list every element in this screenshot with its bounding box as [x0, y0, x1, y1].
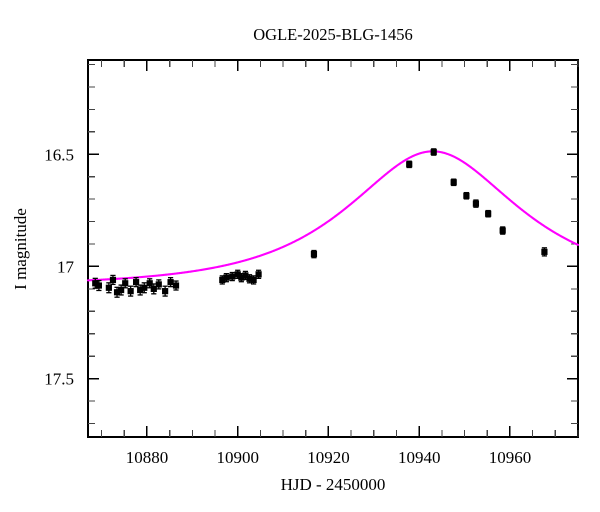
data-point — [162, 285, 169, 297]
data-point — [499, 226, 506, 235]
y-axis-tick-labels: 16.5 17 17.5 — [44, 145, 74, 388]
data-point — [109, 274, 117, 286]
x-tick-label: 10960 — [489, 448, 532, 467]
plot-title: OGLE-2025-BLG-1456 — [253, 25, 412, 44]
data-point — [229, 271, 236, 282]
data-point — [450, 178, 457, 187]
x-axis-ticks — [101, 60, 579, 437]
x-tick-label: 10880 — [126, 448, 169, 467]
y-tick-label: 17.5 — [44, 370, 74, 389]
data-point — [250, 275, 257, 285]
data-point — [463, 191, 470, 200]
x-tick-label: 10940 — [398, 448, 441, 467]
data-point — [406, 160, 413, 169]
x-axis-tick-labels: 10880 10900 10920 10940 10960 — [126, 448, 531, 467]
x-tick-label: 10900 — [216, 448, 259, 467]
data-point — [310, 249, 318, 259]
x-axis-title: HJD - 2450000 — [281, 475, 386, 494]
data-point — [155, 279, 162, 290]
data-point — [255, 269, 262, 279]
y-axis-ticks — [88, 63, 578, 425]
data-point — [132, 277, 140, 288]
data-point — [541, 247, 548, 257]
x-tick-label: 10920 — [307, 448, 350, 467]
data-point — [485, 209, 492, 218]
data-point — [118, 284, 125, 296]
data-point — [172, 280, 180, 291]
plot-frame — [87, 59, 579, 438]
data-point — [430, 148, 437, 156]
data-point — [127, 285, 134, 297]
y-axis-title: I magnitude — [11, 208, 30, 290]
data-point — [472, 199, 480, 208]
y-tick-label: 17 — [57, 257, 75, 276]
data-point — [150, 283, 157, 295]
model-curve — [86, 150, 580, 282]
data-point — [167, 277, 174, 288]
y-tick-label: 16.5 — [44, 145, 74, 164]
data-point — [223, 272, 230, 283]
data-point — [141, 282, 148, 294]
data-point — [95, 279, 102, 292]
data-points-group — [92, 148, 548, 298]
data-point — [122, 278, 129, 289]
